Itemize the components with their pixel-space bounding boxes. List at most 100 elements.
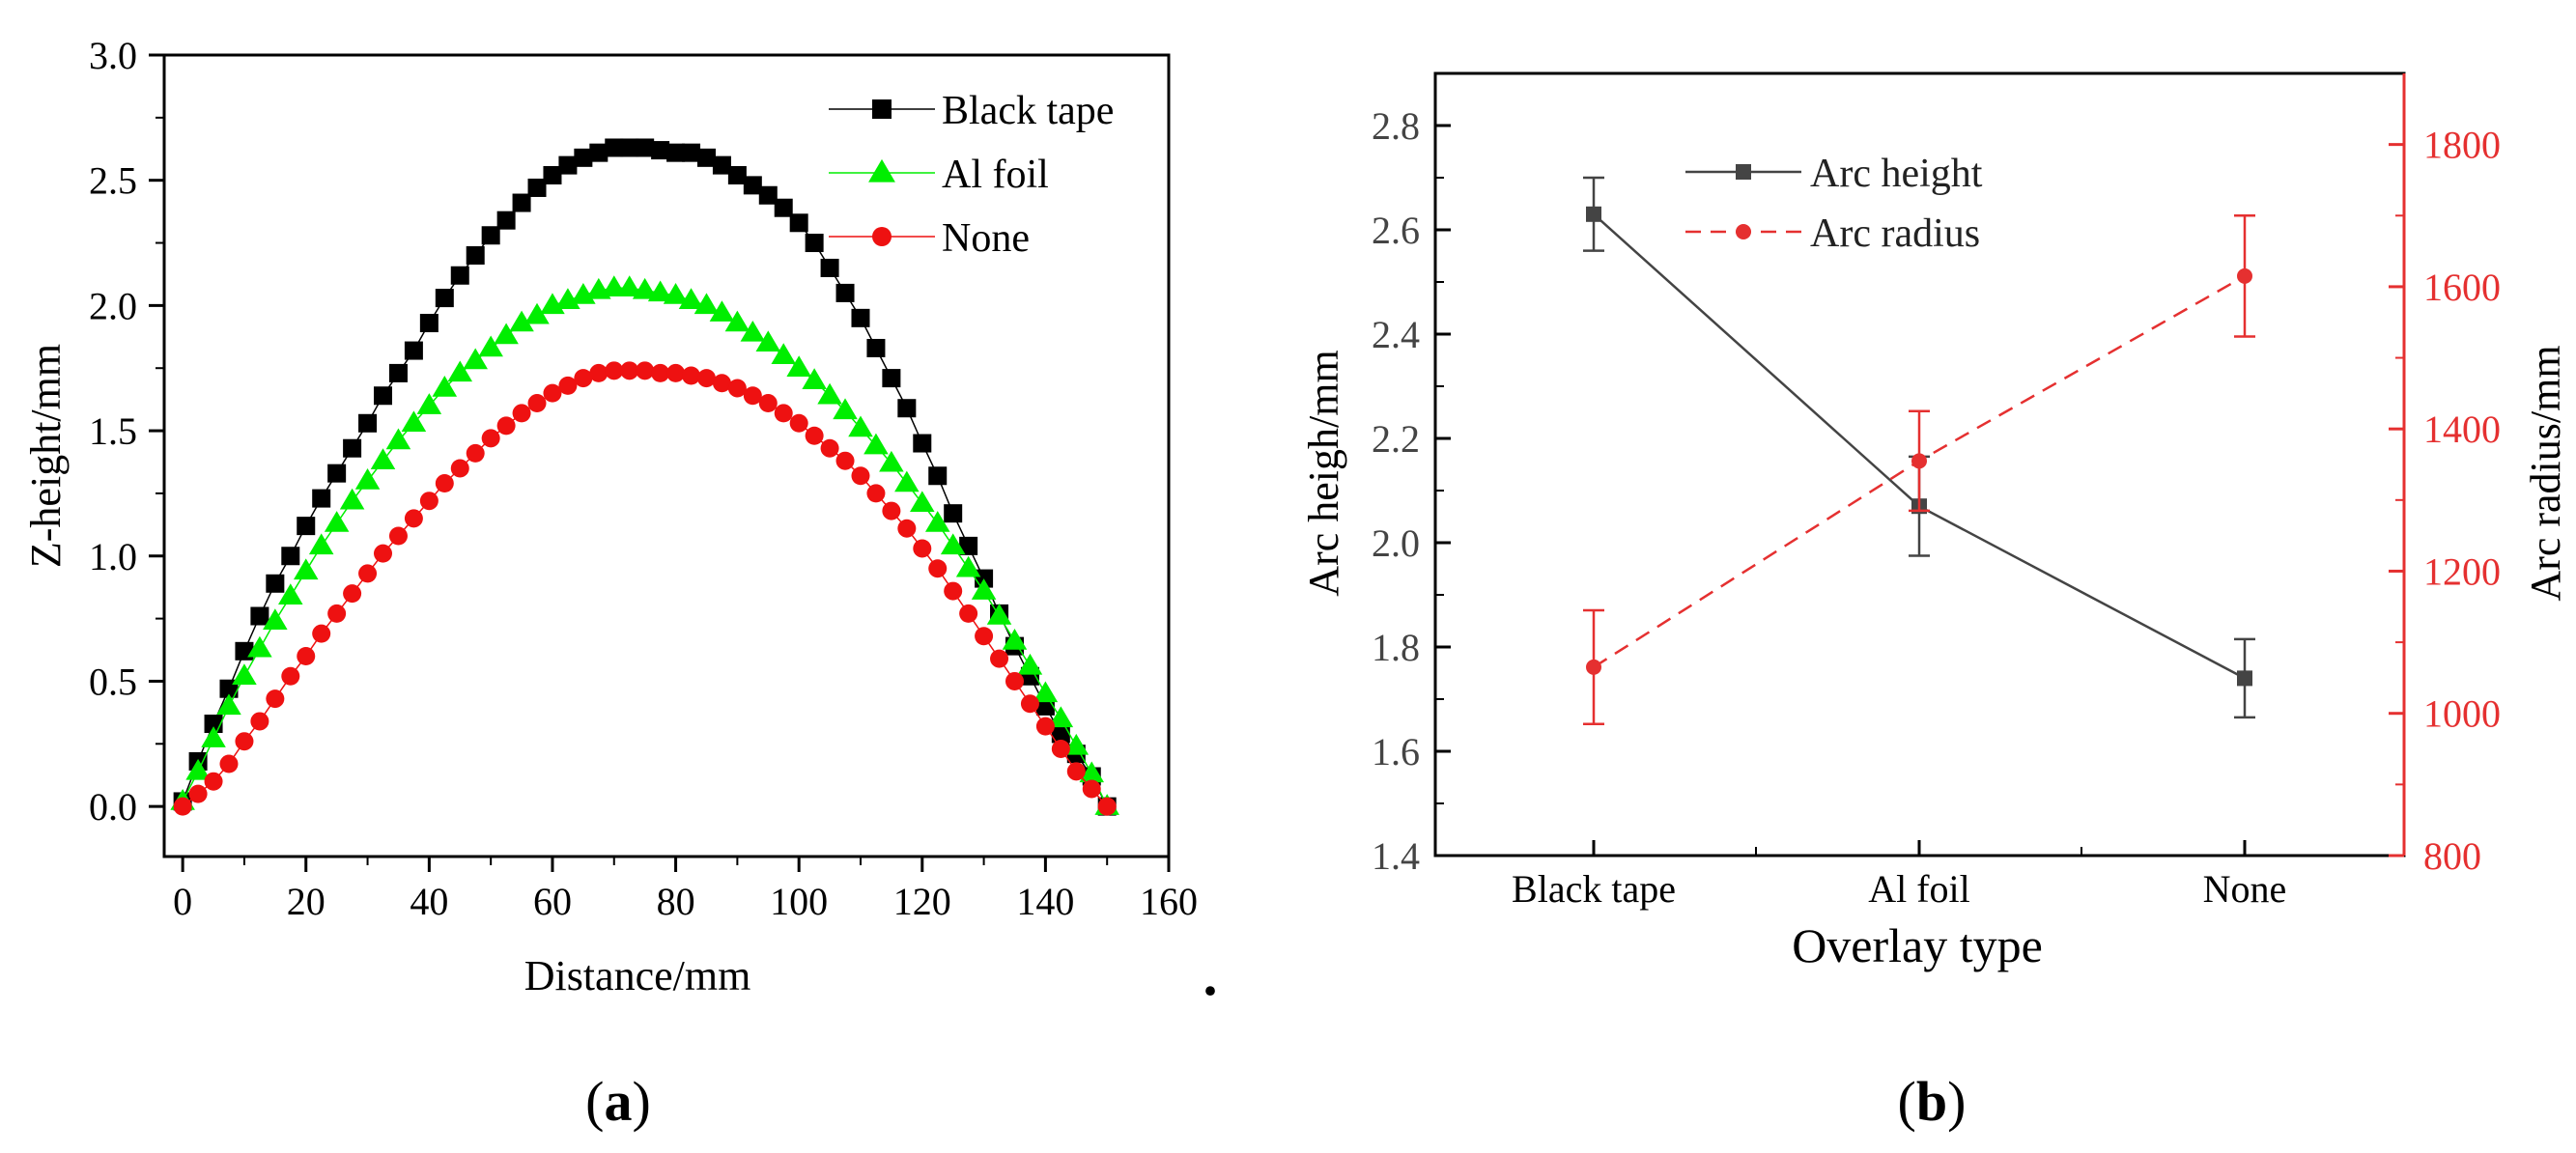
data-point [712,374,731,393]
legend-marker [872,227,892,246]
data-point [1020,694,1039,714]
data-point [848,415,873,437]
data-point [835,451,855,470]
data-point [758,394,778,413]
data-point [466,246,485,265]
panel-b-right-axis-label: Arc radius/mm [2522,345,2569,601]
x-tick-label: 140 [1016,880,1074,923]
data-point [343,438,362,458]
data-point [558,376,578,395]
data-point [743,386,762,406]
panel-b-legend: Arc height Arc radius [1685,152,1983,256]
data-point [620,138,639,157]
data-point [724,310,750,332]
data-point [574,369,593,388]
data-point [435,474,454,493]
legend-label: Arc height [1810,152,1983,196]
data-point [774,198,793,217]
data-point [820,258,839,277]
data-point [605,138,624,157]
data-point [727,379,747,398]
data-point [358,413,378,433]
data-point [527,178,547,197]
data-point [188,784,208,803]
y-tick-label: 2.2 [1372,417,1420,461]
data-point [293,558,319,580]
data-point [894,470,920,492]
x-tick-label: 160 [1140,880,1198,923]
data-point [663,283,689,304]
x-tick-label: 120 [893,880,951,923]
data-point [201,726,226,747]
data-point [2237,670,2252,687]
data-point [897,519,917,538]
data-point [354,467,381,490]
panel-a-legend: Black tape Al foil None [829,89,1114,261]
data-point [343,584,362,604]
data-point [636,138,655,157]
data-point [694,293,720,315]
y-tick-label: 1.5 [89,409,137,453]
data-point [944,581,963,601]
panel-b-left-axis-label: Arc heigh/mm [1300,350,1347,596]
data-point [558,155,578,175]
panel-a-plot-frame [162,53,1171,858]
x-tick-label: Black tape [1512,867,1676,911]
data-point [2237,267,2252,284]
data-point [278,583,303,605]
panel-b-series [1583,176,2255,726]
data-point [805,234,824,253]
data-point [774,404,793,423]
x-tick-label: 60 [533,880,572,923]
y2-tick-label: 1400 [2423,408,2501,451]
data-point [1586,206,1601,222]
data-point [478,335,503,357]
data-point [959,604,978,623]
panel-a-series [170,138,1119,816]
data-point [509,310,534,332]
data-point [370,448,396,469]
y-tick-label: 2.8 [1372,104,1420,148]
data-point [419,492,439,511]
stray-period-mark: . [1203,943,1218,1007]
data-point [632,277,658,299]
data-point [312,489,331,508]
data-point [696,369,716,388]
panel-b-x-axis-label: Overlay type [1792,918,2043,972]
data-point [481,226,500,245]
data-point [435,289,454,308]
data-point [339,488,365,510]
data-point [1033,681,1059,703]
panel-a-x-axis-label: Distance/mm [524,952,751,999]
data-point [1911,453,1927,469]
data-point [743,176,762,195]
data-point [216,693,241,716]
legend-label: Black tape [942,89,1114,133]
data-point [616,275,642,296]
x-tick-label: None [2203,867,2287,911]
data-point [312,624,331,643]
series-arc-radius [1583,214,2255,726]
data-point [647,280,673,302]
data-point [543,383,562,403]
panel-a-y-axis-label: Z-height/mm [22,344,70,568]
data-point [924,511,950,532]
data-point [820,438,839,458]
data-point [1017,653,1043,675]
data-point [866,338,886,357]
data-point [327,464,347,483]
data-point [388,363,408,382]
data-point [620,361,639,380]
y-tick-label: 2.0 [89,284,137,327]
data-point [204,772,223,791]
data-point [308,533,334,555]
data-point [185,758,211,780]
series-none [173,361,1117,816]
legend-marker [872,99,892,119]
data-point [990,649,1009,668]
data-point [805,426,824,445]
data-point [374,386,393,406]
legend-entry-arc-radius: Arc radius [1685,211,1980,256]
data-point [636,361,655,380]
x-tick-label: 80 [657,880,695,923]
